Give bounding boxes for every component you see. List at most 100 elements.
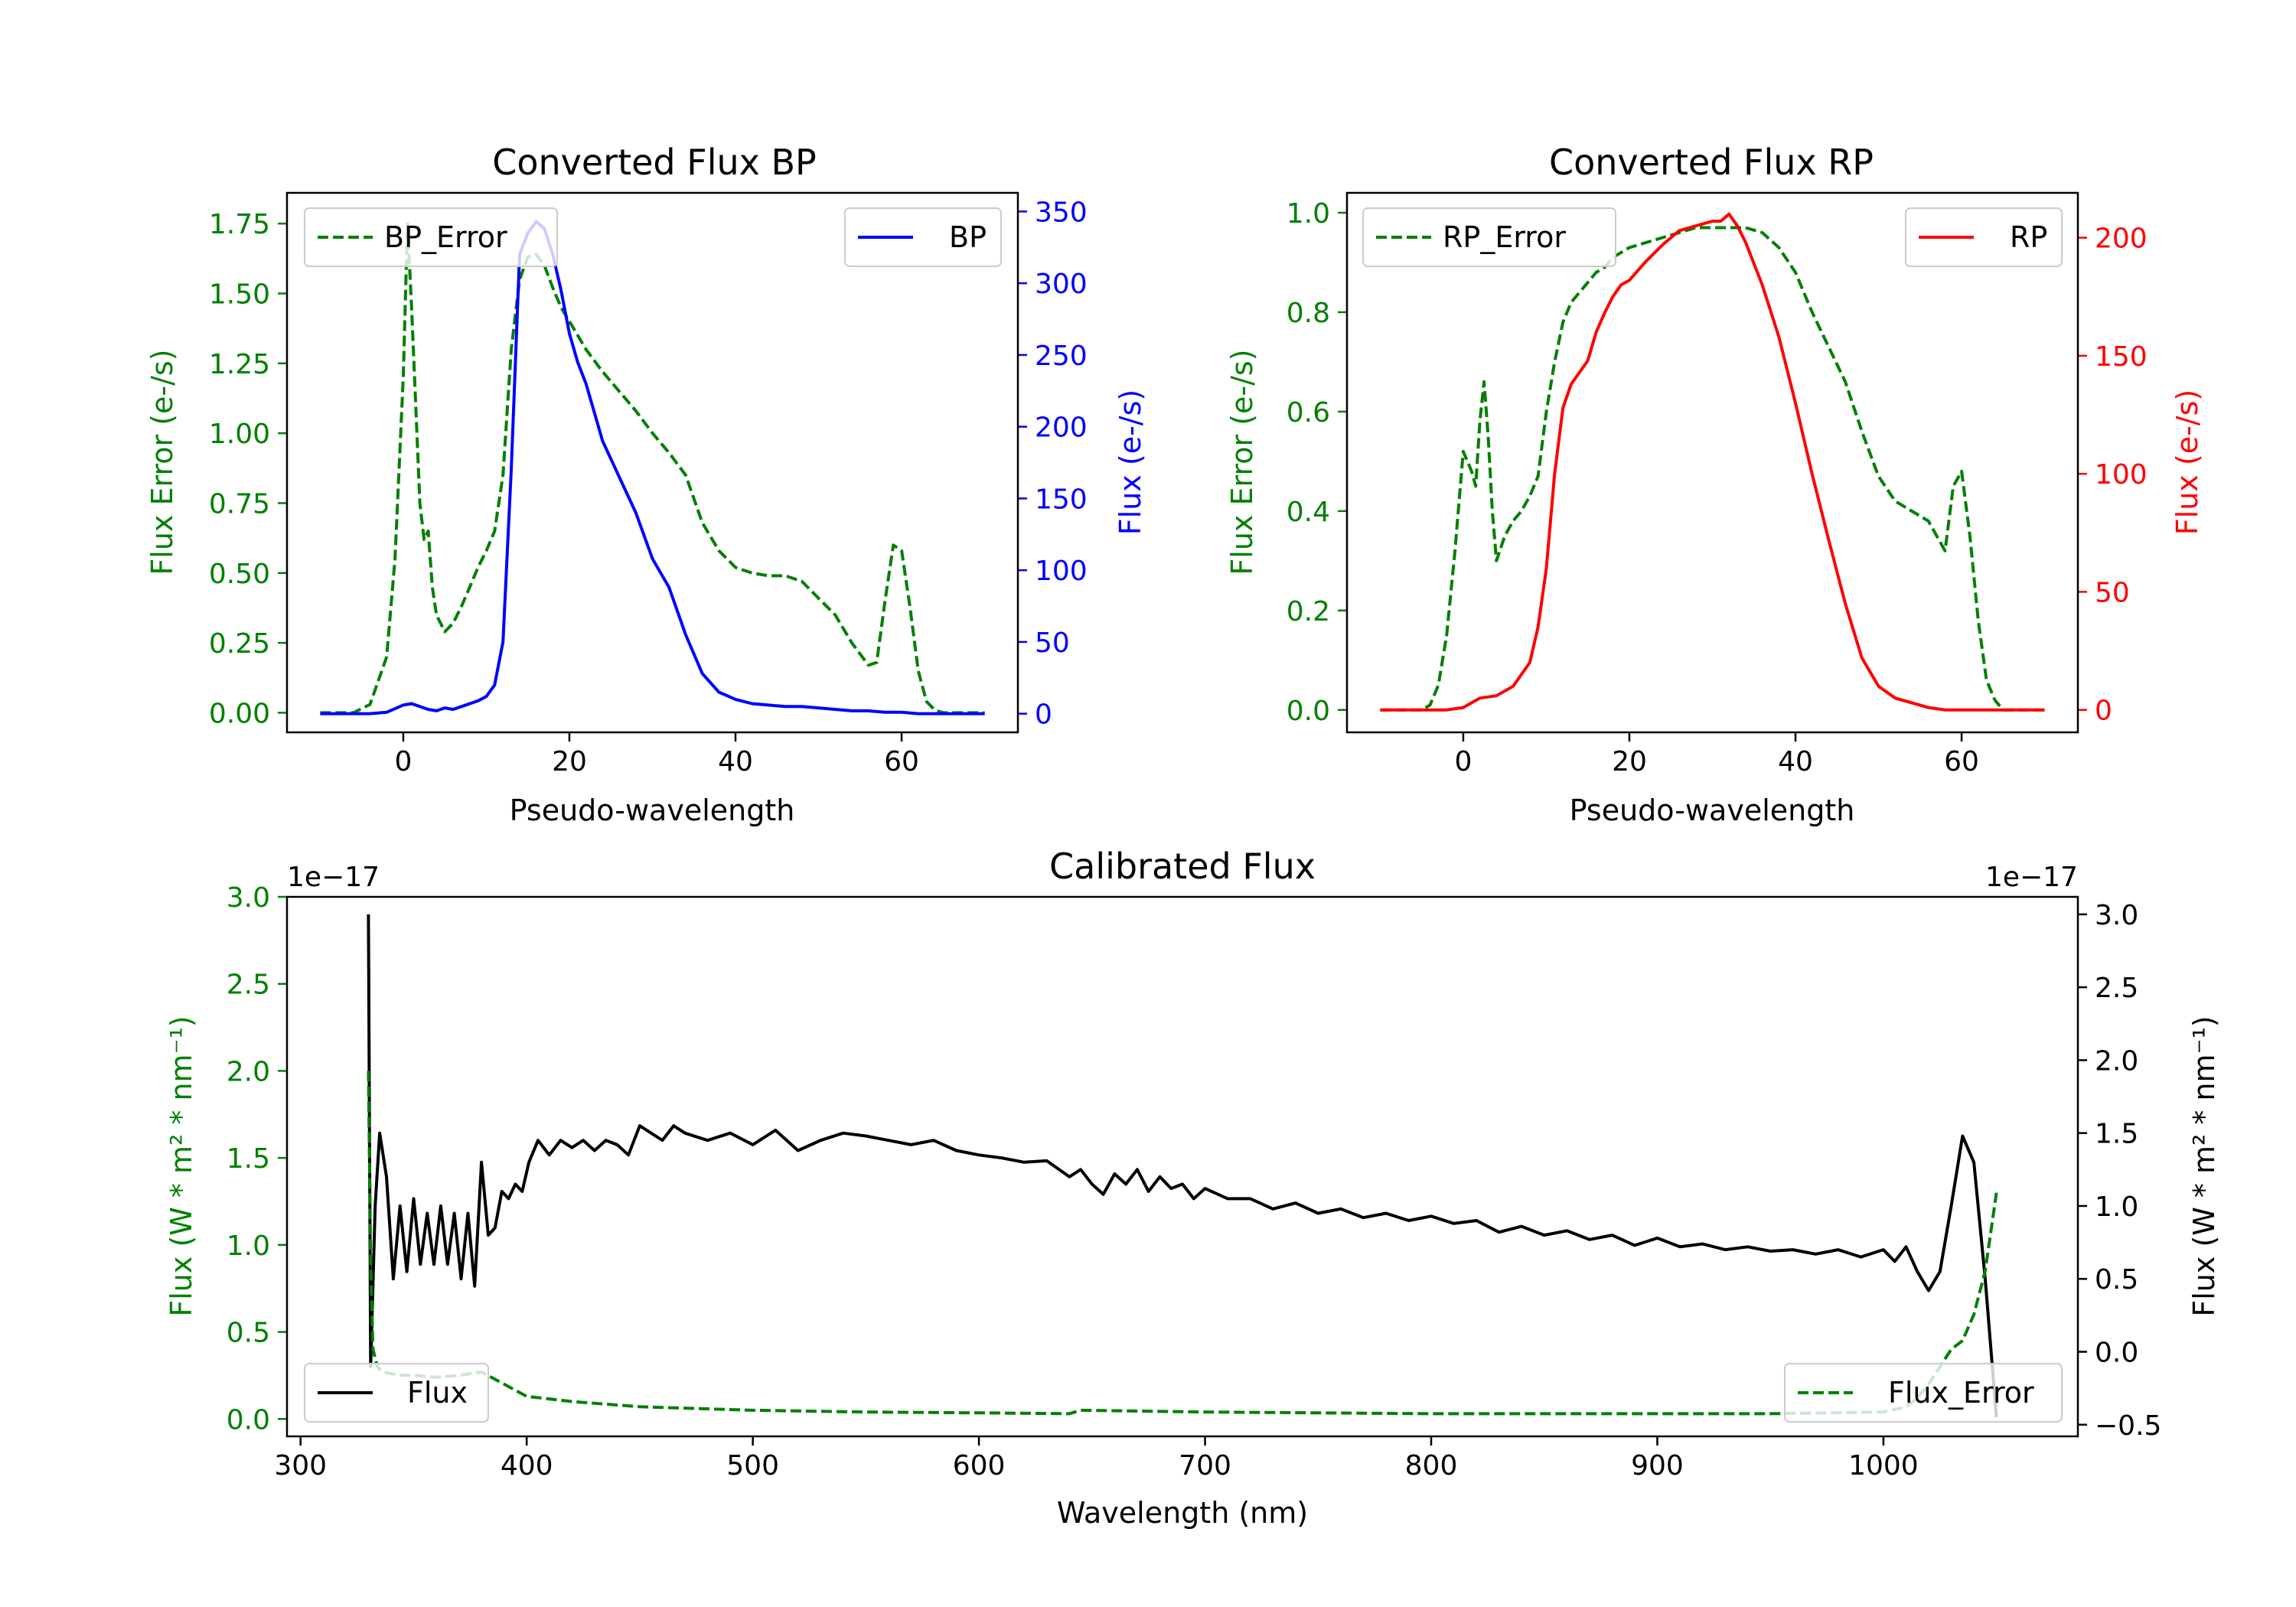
rp-ytick-right-label: 150 (2095, 341, 2148, 373)
rp-legend-right: RP (1905, 207, 2063, 267)
cal-offset-left: 1e−17 (287, 862, 380, 893)
cal-axes-frame (285, 895, 2079, 1438)
rp-xtick-label: 20 (1612, 746, 1647, 777)
bp-ylabel-right: Flux (e-/s) (1114, 390, 1147, 535)
bp-legend-left-box (304, 207, 558, 267)
cal-title: Calibrated Flux (1049, 846, 1316, 887)
bp-plot-area: 0 20 40 60 0.00 0.25 0.50 0.75 1.00 1.25 1.50 1.75 0… (209, 197, 1088, 777)
bp-ytick-left-label: 1.75 (209, 209, 270, 240)
bp-ytick-left-label: 0.50 (209, 559, 270, 590)
rp-ytick-left-label: 1.0 (1287, 198, 1330, 230)
rp-ylabel-right: Flux (e-/s) (2170, 390, 2204, 535)
cal-xtick-label: 700 (1179, 1450, 1231, 1482)
rp-ytick-right-label: 100 (2095, 459, 2148, 491)
cal-ytick-right-label: 0.0 (2095, 1337, 2138, 1368)
cal-ytick-right-label: 2.5 (2095, 973, 2138, 1004)
bp-ytick-left-label: 0.75 (209, 488, 270, 520)
cal-xtick-label: 400 (501, 1450, 553, 1482)
bp-series-bp-error-line (320, 222, 985, 715)
rp-ytick-left-label: 0.6 (1287, 397, 1330, 429)
rp-xlabel: Pseudo-wavelength (1570, 794, 1855, 827)
rp-legend-right-box (1905, 207, 2063, 267)
cal-legend-left-label: Flux (407, 1376, 468, 1410)
bp-ytick-right-label: 100 (1035, 556, 1088, 587)
bp-legend-right-label: BP (949, 220, 987, 254)
cal-ytick-right-label: 1.5 (2095, 1119, 2138, 1150)
rp-ytick-left-label: 0.0 (1287, 696, 1330, 727)
rp-xtick-label: 0 (1454, 746, 1472, 777)
bp-ytick-left-label: 0.25 (209, 628, 270, 660)
rp-legend-left: RP_Error (1362, 207, 1616, 267)
cal-ytick-right-label: 0.5 (2095, 1264, 2138, 1296)
cal-xtick-label: 300 (274, 1450, 327, 1482)
cal-legend-right-label: Flux_Error (1888, 1376, 2034, 1410)
cal-ylabel-left: Flux (W * m² * nm⁻¹) (165, 1015, 198, 1316)
bp-legend-right: BP (844, 207, 1002, 267)
bp-ytick-right-label: 200 (1035, 412, 1088, 444)
rp-plot-area: 0 20 40 60 0.0 0.2 0.4 0.6 0.8 1.0 0 50 100 150 200 (1287, 198, 2148, 777)
bp-legend-left-label: BP_Error (384, 220, 507, 254)
cal-legend-left: Flux (304, 1363, 489, 1423)
bp-ytick-right-label: 250 (1035, 341, 1088, 372)
panel-bp: Converted Flux BP 0 20 40 60 0.00 0.25 0.50 0.7… (145, 142, 1147, 827)
bp-xtick-label: 0 (394, 746, 412, 777)
cal-xlabel: Wavelength (nm) (1057, 1496, 1308, 1530)
bp-ytick-right-label: 0 (1035, 699, 1052, 731)
rp-ytick-right-label: 200 (2095, 223, 2148, 255)
cal-ytick-left-label: 3.0 (227, 882, 270, 914)
rp-legend-left-box (1362, 207, 1616, 267)
rp-legend-left-label: RP_Error (1443, 220, 1566, 254)
rp-axes-frame (1345, 191, 2079, 734)
bp-xtick-label: 20 (552, 746, 587, 777)
panel-calibrated: Calibrated Flux 1e−17 1e−17 300 400 500 600… (165, 846, 2221, 1530)
bp-xlabel: Pseudo-wavelength (510, 794, 795, 827)
bp-axes-frame (285, 191, 1019, 734)
rp-ytick-right-label: 50 (2095, 577, 2130, 608)
rp-series-rp-line (1380, 212, 2045, 712)
cal-legend-right-box (1784, 1363, 2063, 1423)
rp-ytick-left-label: 0.2 (1287, 596, 1330, 627)
bp-series-bp-line (320, 220, 985, 715)
bp-title: Converted Flux BP (492, 142, 817, 183)
cal-ylabel-right: Flux (W * m² * nm⁻¹) (2187, 1015, 2221, 1316)
bp-ytick-right-label: 50 (1035, 627, 1070, 659)
cal-legend-left-box (304, 1363, 489, 1423)
cal-ytick-right-label: 2.0 (2095, 1045, 2138, 1077)
rp-title: Converted Flux RP (1549, 142, 1874, 183)
bp-legend-right-box (844, 207, 1002, 267)
cal-xtick-label: 500 (726, 1450, 779, 1482)
cal-ytick-left-label: 0.5 (227, 1318, 270, 1349)
cal-ytick-left-label: 0.0 (227, 1404, 270, 1436)
rp-xtick-label: 60 (1944, 746, 1979, 777)
bp-ylabel-left: Flux Error (e-/s) (145, 349, 179, 575)
cal-ytick-left-label: 1.5 (227, 1143, 270, 1175)
cal-legend-right: Flux_Error (1784, 1363, 2063, 1423)
cal-xtick-label: 900 (1631, 1450, 1684, 1482)
bp-xtick-label: 40 (718, 746, 753, 777)
bp-ytick-right-label: 150 (1035, 484, 1088, 515)
rp-xtick-label: 40 (1778, 746, 1813, 777)
cal-ytick-left-label: 2.0 (227, 1056, 270, 1087)
cal-xtick-label: 800 (1405, 1450, 1458, 1482)
bp-ytick-left-label: 1.50 (209, 279, 270, 311)
bp-ytick-right-label: 350 (1035, 197, 1088, 228)
cal-xtick-label: 600 (953, 1450, 1006, 1482)
cal-ytick-right-label: −0.5 (2095, 1410, 2161, 1442)
rp-ytick-left-label: 0.8 (1287, 298, 1330, 329)
rp-ytick-right-label: 0 (2095, 696, 2112, 727)
cal-ytick-right-label: 3.0 (2095, 900, 2138, 931)
bp-ytick-left-label: 1.00 (209, 419, 270, 450)
bp-legend-left: BP_Error (304, 207, 558, 267)
cal-offset-right: 1e−17 (1985, 862, 2078, 893)
bp-ytick-left-label: 1.25 (209, 349, 270, 380)
cal-xtick-label: 1000 (1848, 1450, 1919, 1482)
cal-series-flux-line (367, 914, 1998, 1418)
bp-ytick-left-label: 0.00 (209, 698, 270, 729)
bp-xtick-label: 60 (884, 746, 919, 777)
rp-ylabel-left: Flux Error (e-/s) (1225, 349, 1259, 575)
cal-ytick-right-label: 1.0 (2095, 1191, 2138, 1223)
bp-ytick-right-label: 300 (1035, 269, 1088, 300)
rp-legend-right-label: RP (2010, 220, 2047, 254)
